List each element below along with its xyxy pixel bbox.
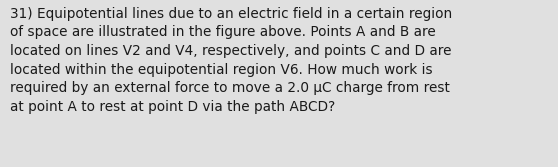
Text: 31) Equipotential lines due to an electric field in a certain region
of space ar: 31) Equipotential lines due to an electr… — [10, 7, 453, 114]
